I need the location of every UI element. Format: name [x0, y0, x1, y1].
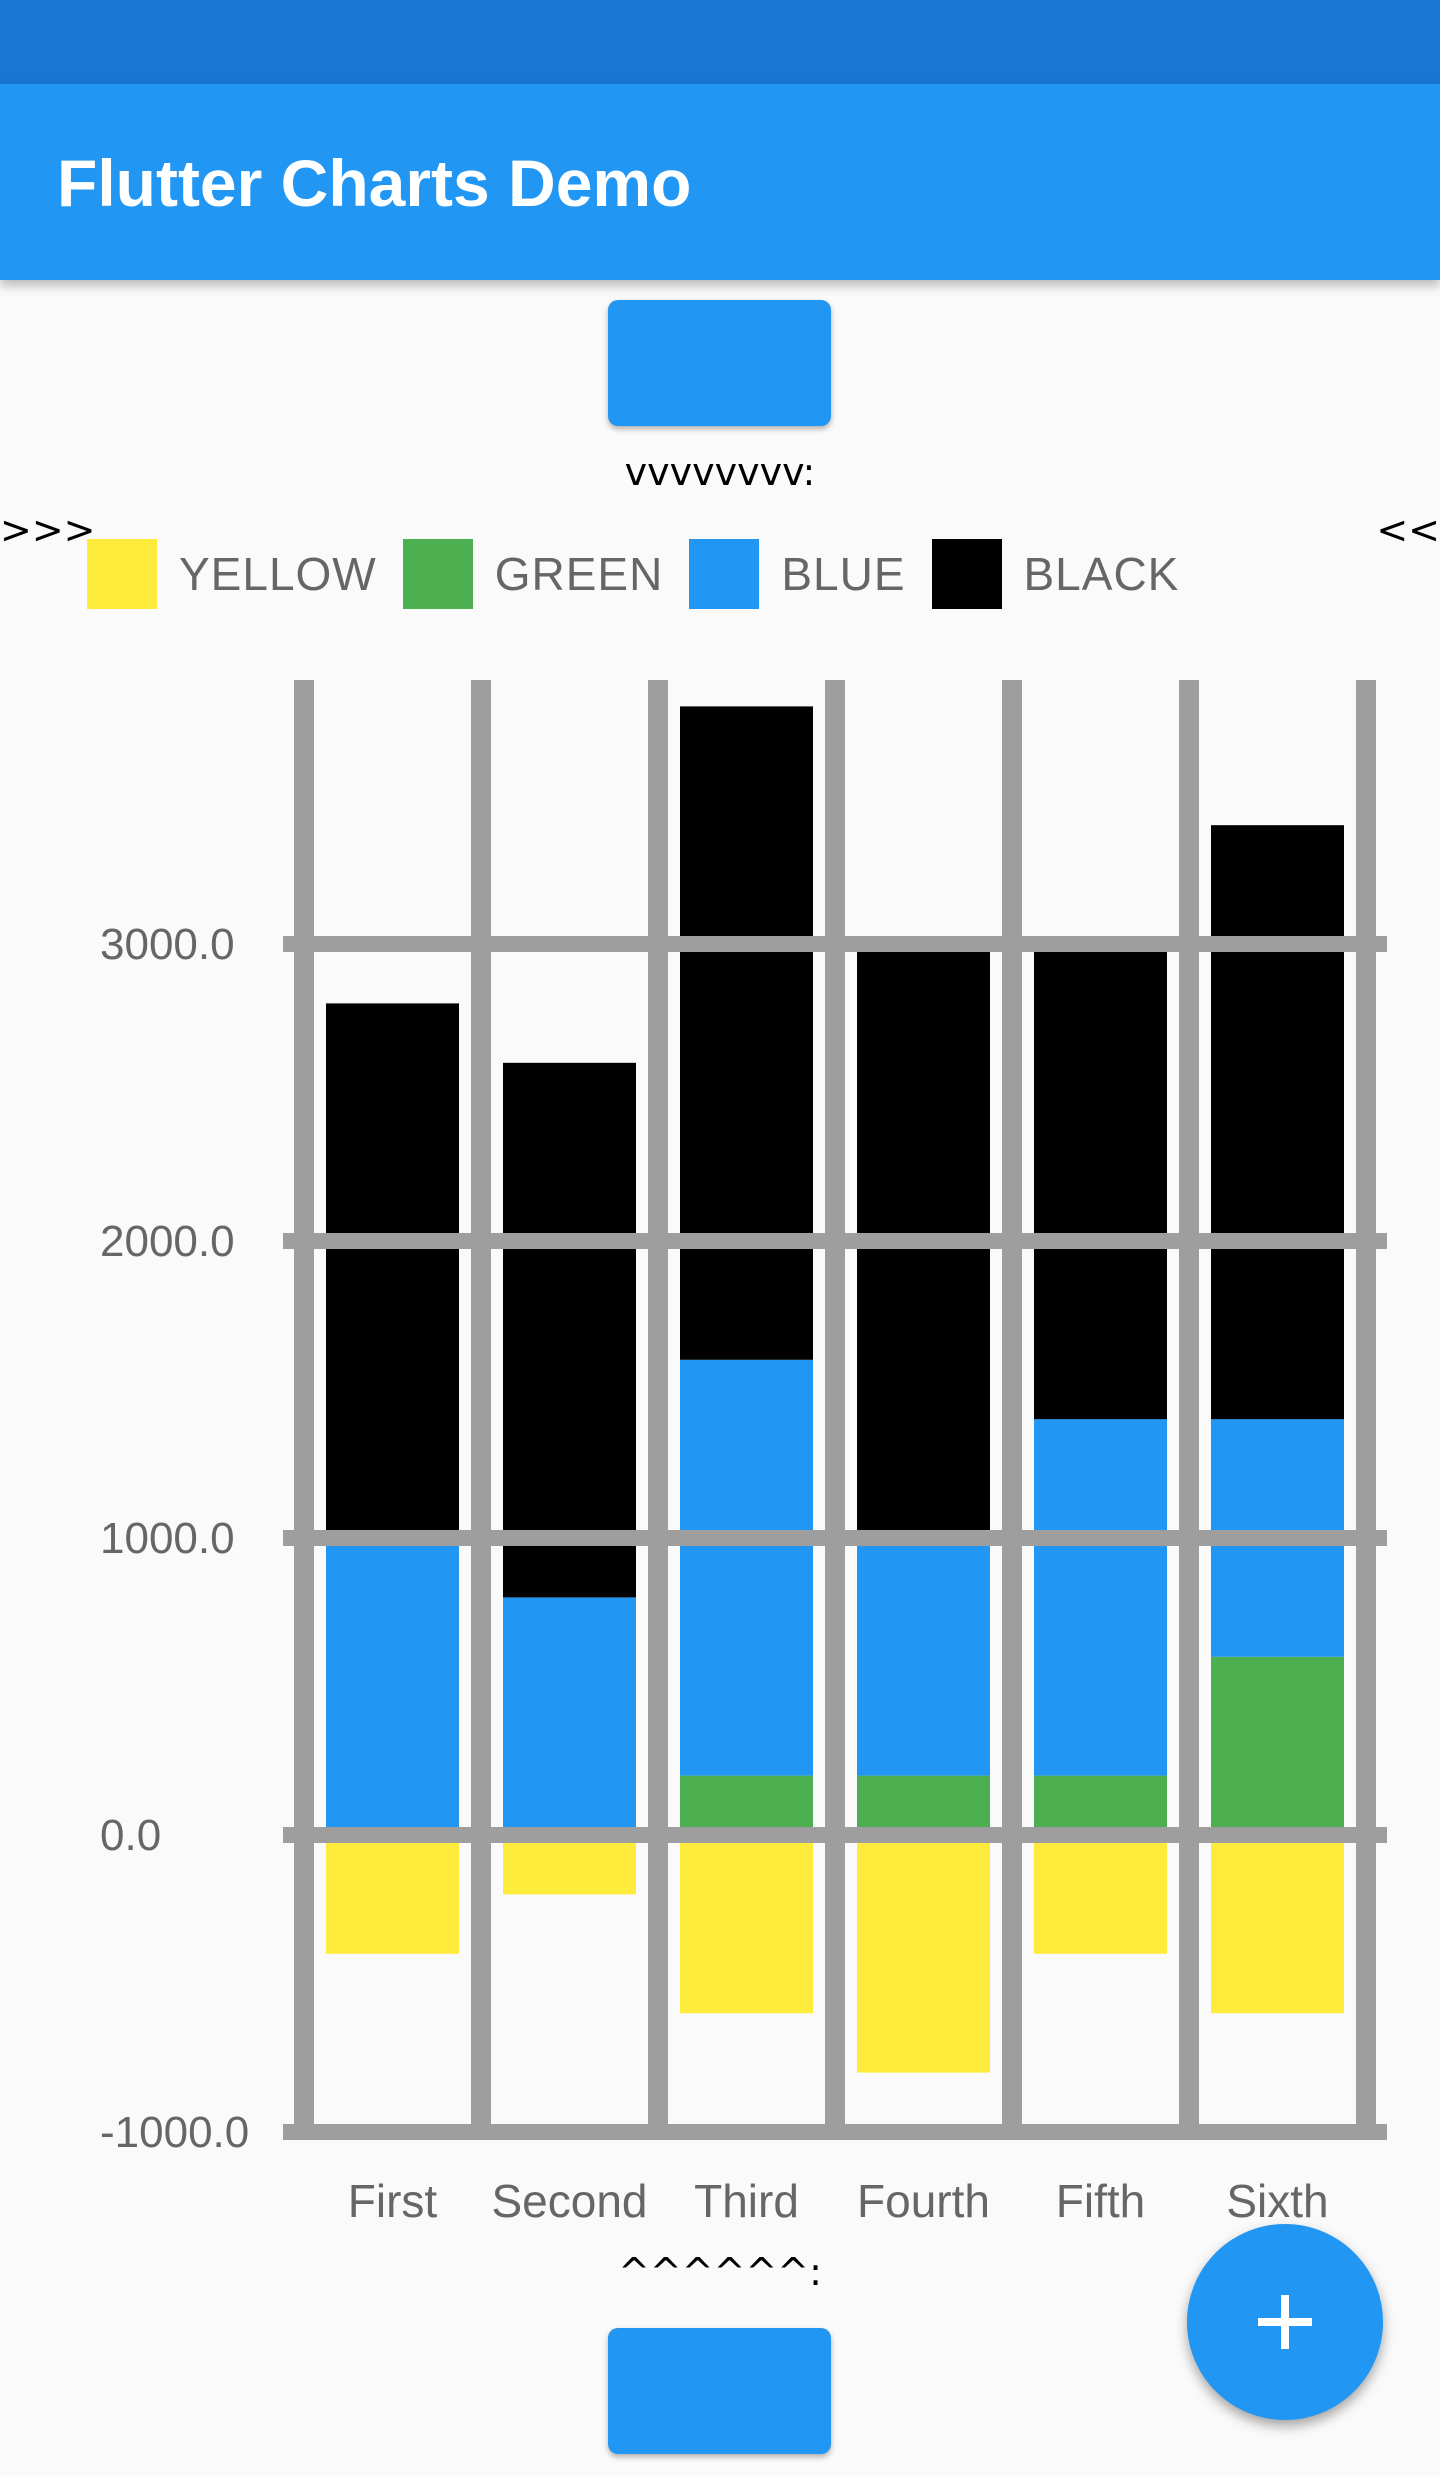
bar-black-second [503, 1062, 636, 1598]
legend-item-blue: BLUE [689, 539, 905, 609]
legend-label-green: GREEN [494, 548, 664, 600]
status-bar [0, 0, 1440, 84]
bar-yellow-fourth [857, 1835, 990, 2073]
left-marker: >>> [0, 508, 96, 552]
x-tick-label: Fourth [857, 2175, 990, 2227]
top-caption: vvvvvvvv: [624, 450, 816, 494]
y-tick-label: -1000.0 [100, 2108, 249, 2157]
bar-yellow-fifth [1034, 1835, 1167, 1954]
y-tick-label: 0.0 [100, 1811, 161, 1860]
bottom-button[interactable] [608, 2328, 831, 2454]
bar-green-fourth [857, 1775, 990, 1835]
legend-item-black: BLACK [931, 539, 1180, 609]
bar-green-fifth [1034, 1775, 1167, 1835]
bar-blue-second [503, 1597, 636, 1835]
bar-black-sixth [1211, 825, 1344, 1420]
legend-label-blue: BLUE [781, 548, 906, 600]
legend-swatch-green [402, 539, 473, 609]
legend-swatch-blue [689, 539, 760, 609]
legend-item-green: GREEN [402, 539, 664, 609]
bottom-caption: ^^^^^^: [618, 2250, 822, 2294]
x-tick-label: First [348, 2175, 438, 2227]
y-tick-label: 2000.0 [100, 1217, 235, 1266]
bar-blue-first [326, 1538, 459, 1835]
stacked-bar-chart: -1000.0 0.0 1000.0 2000.0 3000.0 First Second T… [100, 680, 1387, 2227]
add-fab-button[interactable] [1187, 2224, 1383, 2420]
right-marker: << [1376, 508, 1440, 552]
x-tick-label: Fifth [1056, 2175, 1145, 2227]
bar-yellow-sixth [1211, 1835, 1344, 2014]
y-tick-label: 3000.0 [100, 920, 235, 969]
legend-swatch-yellow [87, 539, 157, 609]
bar-yellow-first [326, 1835, 459, 1954]
legend-item-yellow: YELLOW [87, 539, 377, 609]
chart-legend: YELLOW GREEN BLUE BLACK [87, 538, 1205, 610]
app-bar: Flutter Charts Demo [0, 84, 1440, 280]
legend-label-black: BLACK [1023, 548, 1180, 600]
app-title: Flutter Charts Demo [57, 146, 692, 220]
bar-yellow-second [503, 1835, 636, 1895]
y-tick-label: 1000.0 [100, 1514, 235, 1563]
bar-yellow-third [680, 1835, 813, 2014]
bar-blue-fourth [857, 1538, 990, 1776]
x-tick-label: Third [694, 2175, 799, 2227]
x-tick-label: Second [491, 2175, 647, 2227]
bar-black-fifth [1034, 944, 1167, 1420]
bar-black-first [326, 1003, 459, 1538]
bar-green-third [680, 1775, 813, 1835]
top-button[interactable] [608, 300, 831, 426]
bar-green-sixth [1211, 1656, 1344, 1835]
legend-label-yellow: YELLOW [179, 548, 377, 600]
bar-black-third [680, 706, 813, 1360]
x-tick-label: Sixth [1226, 2175, 1328, 2227]
bar-blue-third [680, 1359, 813, 1776]
plus-icon [1258, 2295, 1312, 2349]
bar-blue-fifth [1034, 1419, 1167, 1776]
legend-swatch-black [931, 539, 1002, 609]
